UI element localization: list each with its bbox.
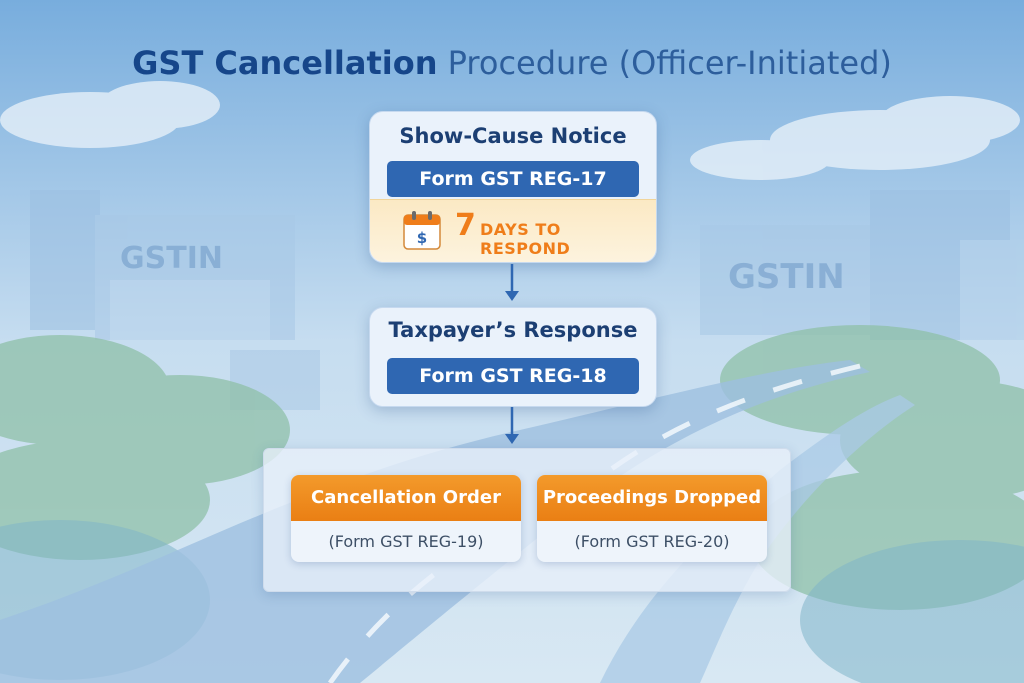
deadline-days-text: DAYS TO RESPOND [480,220,571,258]
right-sign-text: GSTIN [728,257,845,297]
form-reg-17-label: Form GST REG-17 [387,161,639,197]
proceedings-dropped-box: Proceedings Dropped (Form GST REG-20) [537,475,767,562]
title-bold: GST Cancellation [132,44,438,82]
calendar-icon: $ [403,211,441,250]
left-sign-text: GSTIN [120,241,223,276]
arrow-down-icon [505,264,519,301]
cancellation-order-label: Cancellation Order [291,475,521,521]
title-rest: Procedure (Officer-Initiated) [447,44,892,82]
cancellation-order-box: Cancellation Order (Form GST REG-19) [291,475,521,562]
deadline-banner: $ 7 DAYS TO RESPOND [370,199,656,262]
form-reg-20-label: (Form GST REG-20) [574,532,730,551]
svg-text:$: $ [417,229,427,247]
arrow-down-icon [505,407,519,444]
show-cause-notice-card: Show-Cause Notice Form GST REG-17 $ 7 DA… [369,111,657,263]
form-reg-19-label: (Form GST REG-19) [328,532,484,551]
form-reg-18-label: Form GST REG-18 [387,358,639,394]
taxpayer-response-heading: Taxpayer’s Response [388,318,638,342]
diagram-title: GST Cancellation Procedure (Officer-Init… [0,44,1024,82]
deadline-days-number: 7 [455,208,476,243]
proceedings-dropped-label: Proceedings Dropped [537,475,767,521]
show-cause-notice-heading: Show-Cause Notice [399,124,627,148]
taxpayer-response-card: Taxpayer’s Response Form GST REG-18 [369,307,657,407]
